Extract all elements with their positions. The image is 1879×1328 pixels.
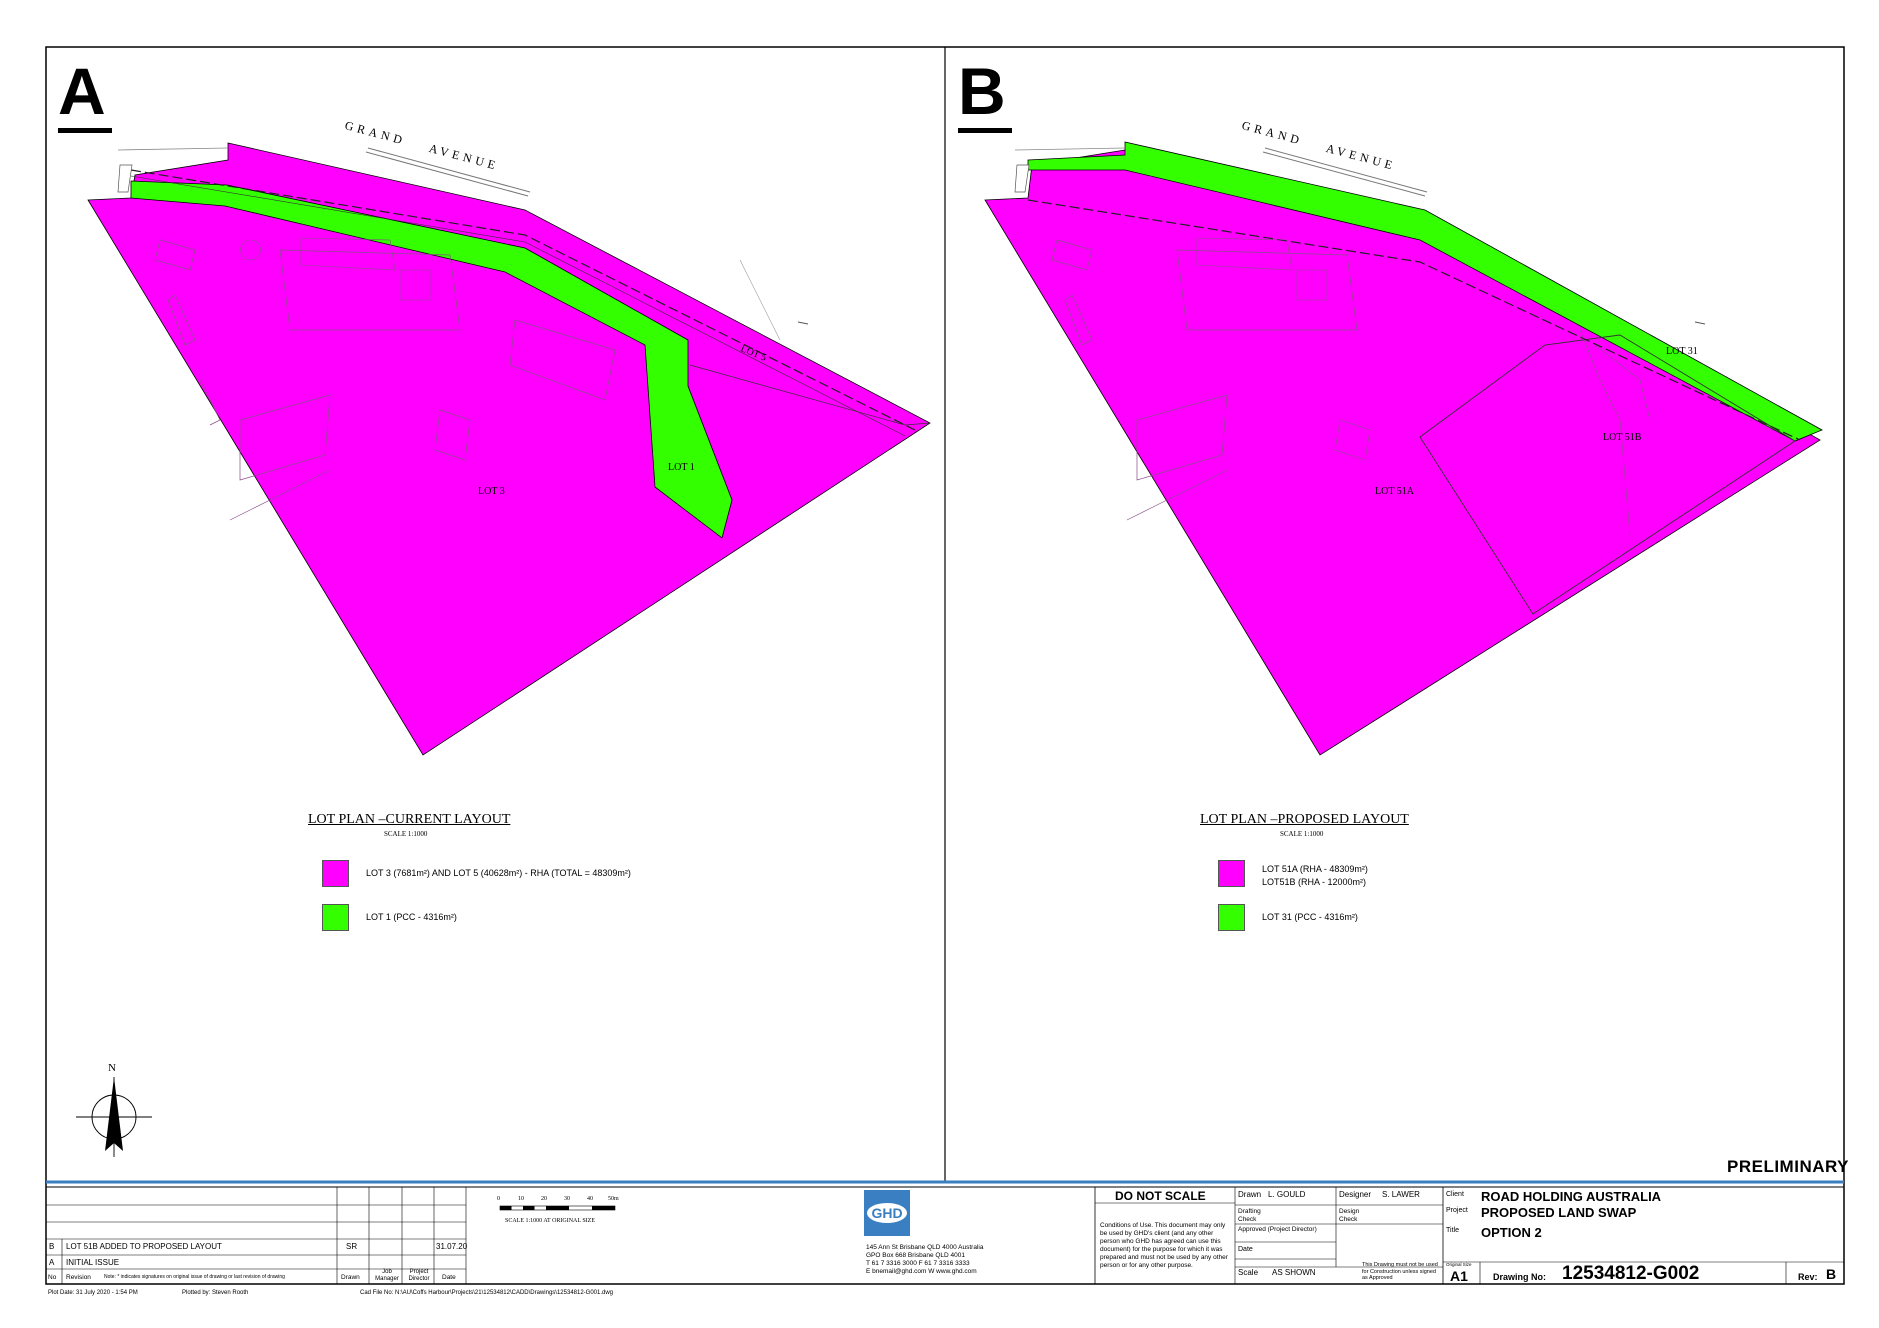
footer-cad-file: Cad File No: N:\AU\Coffs Harbour\Project… xyxy=(360,1290,614,1296)
rev-value: B xyxy=(1826,1266,1837,1282)
panel-a-lot3-lot5-area xyxy=(87,142,931,756)
drawn-label: Drawn xyxy=(1238,1190,1262,1199)
scale-tick-50m: 50m xyxy=(608,1196,619,1202)
revision-b-desc: LOT 51B ADDED TO PROPOSED LAYOUT xyxy=(66,1242,222,1251)
rev-header-no: No xyxy=(48,1274,57,1281)
panel-b-legend-swatch-rha xyxy=(1218,860,1245,887)
designer-label: Designer xyxy=(1339,1190,1372,1199)
panel-a-legend-item-rha: LOT 3 (7681m²) AND LOT 5 (40628m²) - RHA… xyxy=(366,868,631,878)
drawing-no-value: 12534812-G002 xyxy=(1562,1263,1700,1284)
panel-a-lot3-label: LOT 3 xyxy=(478,486,505,497)
scale-tick-40: 40 xyxy=(587,1196,593,1202)
north-label: N xyxy=(108,1062,116,1074)
revision-b-date: 31.07.20 xyxy=(436,1242,468,1251)
footer-plot-date: Plot Date: 31 July 2020 - 1:54 PM xyxy=(48,1290,138,1296)
title-value: OPTION 2 xyxy=(1481,1225,1542,1240)
panel-b-lot31-label: LOT 31 xyxy=(1666,346,1698,357)
rev-header-revision: Revision xyxy=(66,1274,91,1281)
revision-a-desc: INITIAL ISSUE xyxy=(66,1258,120,1267)
ghd-address: 145 Ann St Brisbane QLD 4000 Australia xyxy=(866,1244,984,1251)
date-label: Date xyxy=(1238,1246,1253,1253)
scale-tick-10: 10 xyxy=(518,1196,524,1202)
panel-b-letter: B xyxy=(958,58,1012,133)
conditions-of-use: Conditions of Use. This document may onl… xyxy=(1100,1222,1228,1269)
revision-b-no: B xyxy=(49,1242,55,1251)
north-arrow xyxy=(76,1077,152,1157)
panel-b-legend-title: LOT PLAN –PROPOSED LAYOUT xyxy=(1200,812,1409,827)
ghd-logo-text: GHD xyxy=(871,1205,903,1221)
project-value: PROPOSED LAND SWAP xyxy=(1481,1205,1637,1220)
panel-b-lot51a-area xyxy=(984,149,1821,756)
drafting-check: Drafting Check xyxy=(1238,1208,1261,1223)
drawing-no-label: Drawing No: xyxy=(1493,1272,1546,1282)
rev-header-note: Note: * indicates signatures on original… xyxy=(104,1274,285,1280)
panel-b-legend-item-pcc: LOT 31 (PCC - 4316m²) xyxy=(1262,912,1358,922)
panel-b-lot51b-label: LOT 51B xyxy=(1603,432,1642,443)
panel-a-legend-item-pcc: LOT 1 (PCC - 4316m²) xyxy=(366,912,457,922)
rev-header-project-director: Project Director xyxy=(408,1269,430,1282)
footer-plotted-by: Plotted by: Steven Rooth xyxy=(182,1290,249,1296)
scale-tick-20: 20 xyxy=(541,1196,547,1202)
drawn-value: L. GOULD xyxy=(1268,1190,1306,1199)
panel-a-legend-scale: SCALE 1:1000 xyxy=(384,830,428,838)
panel-a-lot1-label: LOT 1 xyxy=(668,462,695,473)
panel-b-lot51b-boundary xyxy=(1419,334,1796,615)
ghd-email: E bnemail@ghd.com W www.ghd.com xyxy=(866,1268,977,1275)
rev-header-date: Date xyxy=(442,1274,456,1281)
ghd-logo xyxy=(864,1190,910,1236)
design-check: Design Check xyxy=(1339,1208,1360,1223)
panel-a-lot1-area xyxy=(130,180,733,539)
approved-label: Approved (Project Director) xyxy=(1238,1226,1317,1233)
title-label: Title xyxy=(1446,1227,1459,1234)
panel-b-legend-item-lot51b: LOT51B (RHA - 12000m²) xyxy=(1262,877,1367,887)
panel-a-legend-swatch-rha xyxy=(322,860,349,887)
original-size-value: A1 xyxy=(1450,1268,1468,1284)
client-label: Client xyxy=(1446,1191,1464,1198)
preliminary-stamp: PRELIMINARY xyxy=(1727,1157,1849,1176)
rev-header-job-manager: Job Manager xyxy=(375,1269,399,1282)
scale-label: Scale xyxy=(1238,1268,1259,1277)
scale-tick-30: 30 xyxy=(564,1196,570,1202)
client-value: ROAD HOLDING AUSTRALIA xyxy=(1481,1189,1662,1204)
panel-a-map xyxy=(87,142,931,756)
do-not-scale: DO NOT SCALE xyxy=(1115,1189,1206,1203)
panel-b-legend-scale: SCALE 1:1000 xyxy=(1280,830,1324,838)
rev-header-drawn: Drawn xyxy=(341,1274,360,1281)
construction-note: This Drawing must not be used for Constr… xyxy=(1362,1262,1438,1281)
panel-b-map xyxy=(984,141,1823,756)
panel-a-legend-swatch-pcc xyxy=(322,904,349,931)
scale-bar xyxy=(499,1205,616,1211)
revision-a-no: A xyxy=(49,1258,55,1267)
panel-b-legend-item-lot51a: LOT 51A (RHA - 48309m²) xyxy=(1262,864,1368,874)
original-size-label: Original Size xyxy=(1446,1262,1472,1267)
title-block-grid xyxy=(46,1180,1844,1284)
designer-value: S. LAWER xyxy=(1382,1190,1420,1199)
panel-a-legend-title: LOT PLAN –CURRENT LAYOUT xyxy=(308,812,511,827)
panel-a-letter: A xyxy=(58,58,112,133)
panel-b-lot51a-label: LOT 51A xyxy=(1375,486,1414,497)
scale-value: AS SHOWN xyxy=(1272,1268,1316,1277)
panel-b-lot31-area xyxy=(1027,141,1823,442)
project-label: Project xyxy=(1446,1207,1468,1214)
ghd-phone: T 61 7 3316 3000 F 61 7 3316 3333 xyxy=(866,1260,970,1267)
revision-b-drawn: SR xyxy=(346,1242,358,1251)
scale-tick-0: 0 xyxy=(497,1196,500,1202)
rev-label: Rev: xyxy=(1798,1272,1818,1282)
ghd-po-box: GPO Box 668 Brisbane QLD 4001 xyxy=(866,1252,966,1259)
scale-caption: SCALE 1:1000 AT ORIGINAL SIZE xyxy=(505,1218,595,1224)
panel-b-legend-swatch-pcc xyxy=(1218,904,1245,931)
